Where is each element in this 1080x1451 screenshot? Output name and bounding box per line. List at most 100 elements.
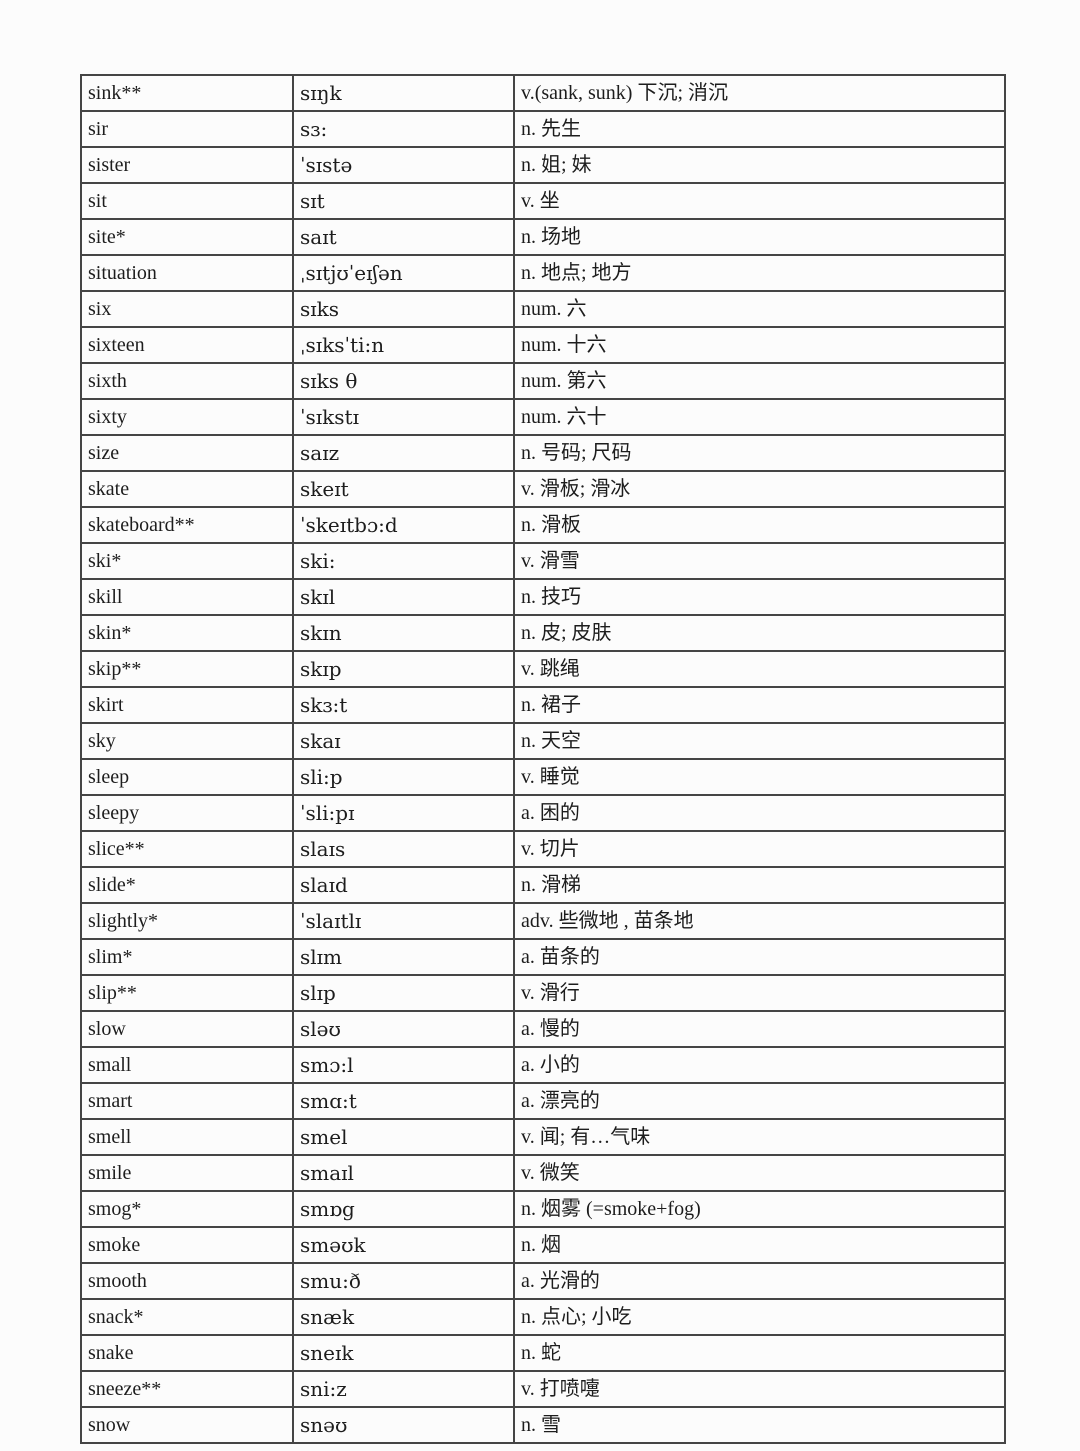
- word-cell: smooth: [80, 1262, 294, 1300]
- word-cell: six: [80, 290, 294, 328]
- table-row: sixth sɪks θ num. 第六: [80, 362, 1006, 400]
- meaning-cell: n. 先生: [513, 110, 1006, 148]
- meaning-cell: n. 技巧: [513, 578, 1006, 616]
- word-cell: snow: [80, 1406, 294, 1444]
- meaning-cell: n. 号码; 尺码: [513, 434, 1006, 472]
- table-row: skateboard** ˈskeɪtbɔ:d n. 滑板: [80, 506, 1006, 544]
- table-row: skill skɪl n. 技巧: [80, 578, 1006, 616]
- table-row: skin* skɪn n. 皮; 皮肤: [80, 614, 1006, 652]
- meaning-cell: a. 慢的: [513, 1010, 1006, 1048]
- meaning-cell: v.(sank, sunk) 下沉; 消沉: [513, 74, 1006, 112]
- phonetic-cell: sneɪk: [292, 1334, 515, 1372]
- word-cell: slim*: [80, 938, 294, 976]
- phonetic-cell: saɪt: [292, 218, 515, 256]
- meaning-cell: v. 切片: [513, 830, 1006, 868]
- meaning-cell: n. 皮; 皮肤: [513, 614, 1006, 652]
- meaning-cell: a. 光滑的: [513, 1262, 1006, 1300]
- phonetic-cell: slaɪs: [292, 830, 515, 868]
- vocabulary-table: sink** sɪŋk v.(sank, sunk) 下沉; 消沉 sir sɜ…: [80, 74, 1006, 1444]
- phonetic-cell: sɪt: [292, 182, 515, 220]
- word-cell: sleepy: [80, 794, 294, 832]
- phonetic-cell: smaɪl: [292, 1154, 515, 1192]
- phonetic-cell: skɪl: [292, 578, 515, 616]
- word-cell: sit: [80, 182, 294, 220]
- phonetic-cell: smɒg: [292, 1190, 515, 1228]
- meaning-cell: num. 六十: [513, 398, 1006, 436]
- word-cell: sixth: [80, 362, 294, 400]
- table-row: size saɪz n. 号码; 尺码: [80, 434, 1006, 472]
- table-row: sleepy ˈsli:pɪ a. 困的: [80, 794, 1006, 832]
- meaning-cell: n. 烟雾 (=smoke+fog): [513, 1190, 1006, 1228]
- phonetic-cell: sɪks θ: [292, 362, 515, 400]
- meaning-cell: n. 滑板: [513, 506, 1006, 544]
- word-cell: slow: [80, 1010, 294, 1048]
- meaning-cell: n. 滑梯: [513, 866, 1006, 904]
- phonetic-cell: sɪŋk: [292, 74, 515, 112]
- phonetic-cell: skeɪt: [292, 470, 515, 508]
- meaning-cell: a. 小的: [513, 1046, 1006, 1084]
- word-cell: size: [80, 434, 294, 472]
- meaning-cell: v. 微笑: [513, 1154, 1006, 1192]
- word-cell: ski*: [80, 542, 294, 580]
- table-row: sneeze** sni:z v. 打喷嚏: [80, 1370, 1006, 1408]
- word-cell: skate: [80, 470, 294, 508]
- phonetic-cell: sɪks: [292, 290, 515, 328]
- meaning-cell: v. 睡觉: [513, 758, 1006, 796]
- table-row: sister ˈsɪstə n. 姐; 妹: [80, 146, 1006, 184]
- phonetic-cell: sməʊk: [292, 1226, 515, 1264]
- phonetic-cell: ˈsɪstə: [292, 146, 515, 184]
- meaning-cell: v. 滑雪: [513, 542, 1006, 580]
- phonetic-cell: sli:p: [292, 758, 515, 796]
- word-cell: slide*: [80, 866, 294, 904]
- meaning-cell: v. 坐: [513, 182, 1006, 220]
- phonetic-cell: snəʊ: [292, 1406, 515, 1444]
- meaning-cell: n. 裙子: [513, 686, 1006, 724]
- meaning-cell: num. 第六: [513, 362, 1006, 400]
- table-row: slow sləʊ a. 慢的: [80, 1010, 1006, 1048]
- word-cell: sixteen: [80, 326, 294, 364]
- phonetic-cell: smɔ:l: [292, 1046, 515, 1084]
- phonetic-cell: slɪp: [292, 974, 515, 1012]
- phonetic-cell: sni:z: [292, 1370, 515, 1408]
- word-cell: skip**: [80, 650, 294, 688]
- word-cell: sink**: [80, 74, 294, 112]
- word-cell: sister: [80, 146, 294, 184]
- phonetic-cell: sɜ:: [292, 110, 515, 148]
- word-cell: snack*: [80, 1298, 294, 1336]
- meaning-cell: adv. 些微地 , 苗条地: [513, 902, 1006, 940]
- meaning-cell: v. 跳绳: [513, 650, 1006, 688]
- phonetic-cell: smu:ð: [292, 1262, 515, 1300]
- meaning-cell: a. 漂亮的: [513, 1082, 1006, 1120]
- meaning-cell: num. 六: [513, 290, 1006, 328]
- vocab-table-body: sink** sɪŋk v.(sank, sunk) 下沉; 消沉 sir sɜ…: [80, 74, 1006, 1444]
- word-cell: skirt: [80, 686, 294, 724]
- word-cell: slice**: [80, 830, 294, 868]
- table-row: skirt skɜ:t n. 裙子: [80, 686, 1006, 724]
- table-row: smell smel v. 闻; 有…气味: [80, 1118, 1006, 1156]
- word-cell: sir: [80, 110, 294, 148]
- phonetic-cell: ˈsɪkstɪ: [292, 398, 515, 436]
- phonetic-cell: ˌsɪtjʊˈeɪʃən: [292, 254, 515, 292]
- table-row: slip** slɪp v. 滑行: [80, 974, 1006, 1012]
- table-row: sir sɜ: n. 先生: [80, 110, 1006, 148]
- table-row: slim* slɪm a. 苗条的: [80, 938, 1006, 976]
- meaning-cell: a. 苗条的: [513, 938, 1006, 976]
- phonetic-cell: ski:: [292, 542, 515, 580]
- phonetic-cell: smel: [292, 1118, 515, 1156]
- phonetic-cell: ˈsli:pɪ: [292, 794, 515, 832]
- table-row: ski* ski: v. 滑雪: [80, 542, 1006, 580]
- phonetic-cell: ˈslaɪtlɪ: [292, 902, 515, 940]
- table-row: situation ˌsɪtjʊˈeɪʃən n. 地点; 地方: [80, 254, 1006, 292]
- table-row: sixteen ˌsɪksˈti:n num. 十六: [80, 326, 1006, 364]
- table-row: site* saɪt n. 场地: [80, 218, 1006, 256]
- meaning-cell: n. 姐; 妹: [513, 146, 1006, 184]
- table-row: sink** sɪŋk v.(sank, sunk) 下沉; 消沉: [80, 74, 1006, 112]
- table-row: small smɔ:l a. 小的: [80, 1046, 1006, 1084]
- word-cell: skin*: [80, 614, 294, 652]
- phonetic-cell: sləʊ: [292, 1010, 515, 1048]
- table-row: sky skaɪ n. 天空: [80, 722, 1006, 760]
- word-cell: smog*: [80, 1190, 294, 1228]
- meaning-cell: v. 闻; 有…气味: [513, 1118, 1006, 1156]
- table-row: smile smaɪl v. 微笑: [80, 1154, 1006, 1192]
- table-row: snow snəʊ n. 雪: [80, 1406, 1006, 1444]
